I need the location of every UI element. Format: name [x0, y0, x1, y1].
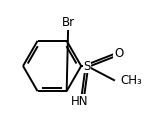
Text: CH₃: CH₃ [121, 74, 142, 87]
Text: Br: Br [62, 16, 75, 29]
Text: O: O [114, 47, 123, 60]
Text: HN: HN [71, 95, 88, 108]
Text: S: S [83, 60, 91, 72]
